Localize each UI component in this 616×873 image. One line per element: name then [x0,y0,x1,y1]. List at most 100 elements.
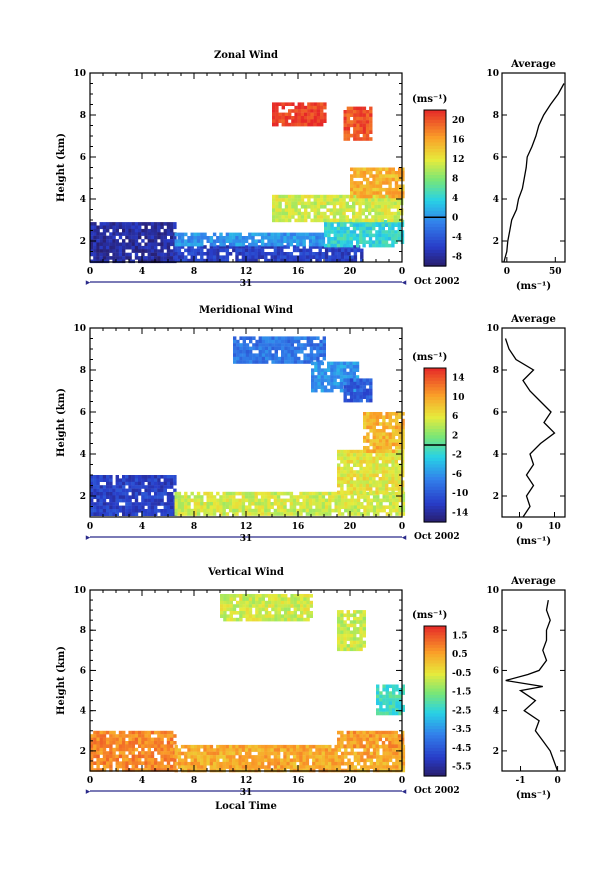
heatmap-cell [200,255,204,259]
heatmap-cell [359,167,363,172]
heatmap-cell [369,385,373,389]
heatmap-cell [118,235,123,240]
heatmap-cell [330,237,334,241]
heatmap-cell [359,184,363,189]
heatmap-cell [343,392,347,396]
heatmap-cell [184,239,188,243]
heatmap-cell [268,594,272,598]
heatmap-cell [157,492,161,496]
average-line [503,83,565,263]
heatmap-cell [141,744,145,748]
heatmap-cell [375,466,379,471]
heatmap-cell [326,208,330,212]
heatmap-cell [346,243,350,248]
heatmap-cell [300,201,305,206]
heatmap-cell [401,170,405,175]
heatmap-cell [242,611,246,615]
heatmap-cell [348,198,353,202]
heatmap-cell [99,225,103,230]
heatmap-cell [346,233,350,238]
heatmap-cell [346,463,350,467]
heatmap-cell [398,698,402,702]
heatmap-cell [349,647,354,652]
heatmap-cell [254,245,258,249]
heatmap-cell [225,751,230,756]
heatmap-cell [305,744,310,749]
heatmap-cell [284,360,288,364]
heatmap-cell [397,449,402,454]
heatmap-cell [170,498,174,503]
heatmap-cell [330,365,334,369]
heatmap-cell [344,508,348,513]
heatmap-cell [369,470,373,474]
heatmap-cell [255,346,259,351]
heatmap-cell [375,463,379,467]
heatmap-cell [324,233,328,238]
heatmap-cell [369,120,373,124]
heatmap-cell [318,765,322,769]
heatmap-cell [288,201,292,206]
heatmap-cell [299,239,303,243]
heatmap-cell [378,477,382,481]
colorbar-swatch [424,142,446,147]
heatmap-cell [289,758,294,763]
heatmap-cell [372,422,376,426]
heatmap-cell [395,765,399,769]
heatmap-cell [393,201,397,206]
heatmap-cell [141,252,145,257]
heatmap-cell [388,170,392,175]
heatmap-cell [384,230,389,234]
heatmap-cell [401,755,406,759]
colorbar-swatch [424,483,446,488]
heatmap-cell [359,463,363,467]
heatmap-cell [248,255,252,259]
heatmap-cell [307,201,311,206]
colorbar-swatch [424,701,446,705]
heatmap-cell [125,754,129,759]
heatmap-cell [381,466,386,471]
heatmap-cell [163,747,167,752]
heatmap-cell [397,737,402,742]
heatmap-cell [118,747,123,752]
heatmap-cell [369,392,373,396]
heatmap-cell [313,201,317,206]
heatmap-cell [144,754,148,759]
heatmap-cell [112,737,116,742]
heatmap-cell [353,508,358,513]
heatmap-cell [170,256,174,260]
heatmap-cell [343,243,347,248]
heatmap-cell [381,470,386,474]
heatmap-cell [385,734,389,738]
heatmap-cell [157,222,161,226]
colorbar-unit: (ms⁻¹) [412,94,447,105]
heatmap-cell [306,594,310,598]
heatmap-cell [112,730,116,735]
heatmap-cell [356,226,360,231]
heatmap-cell [309,356,314,361]
heatmap-cell [288,205,292,209]
heatmap-cell [375,422,380,426]
heatmap-cell [219,242,223,247]
heatmap-cell [131,222,135,226]
heatmap-cell [106,228,110,233]
heatmap-cell [359,113,363,117]
heatmap-cell [343,382,347,386]
heatmap-cell [184,751,188,756]
heatmap-cell [289,761,294,766]
heatmap-cell [251,248,255,253]
heatmap-cell [303,607,307,612]
heatmap-cell [390,205,394,209]
heatmap-cell [275,211,279,216]
heatmap-cell [369,415,373,419]
heatmap-cell [238,248,242,253]
heatmap-cell [288,122,292,127]
heatmap-cell [90,245,94,250]
heatmap-cell [144,737,148,742]
heatmap-cell [233,336,237,340]
heatmap-cell [118,252,123,257]
heatmap-cell [331,765,335,769]
heatmap-cell [336,361,340,366]
heatmap-cell [242,604,246,608]
heatmap-cell [299,255,303,259]
colorbar-tick-label: -6 [452,470,462,480]
